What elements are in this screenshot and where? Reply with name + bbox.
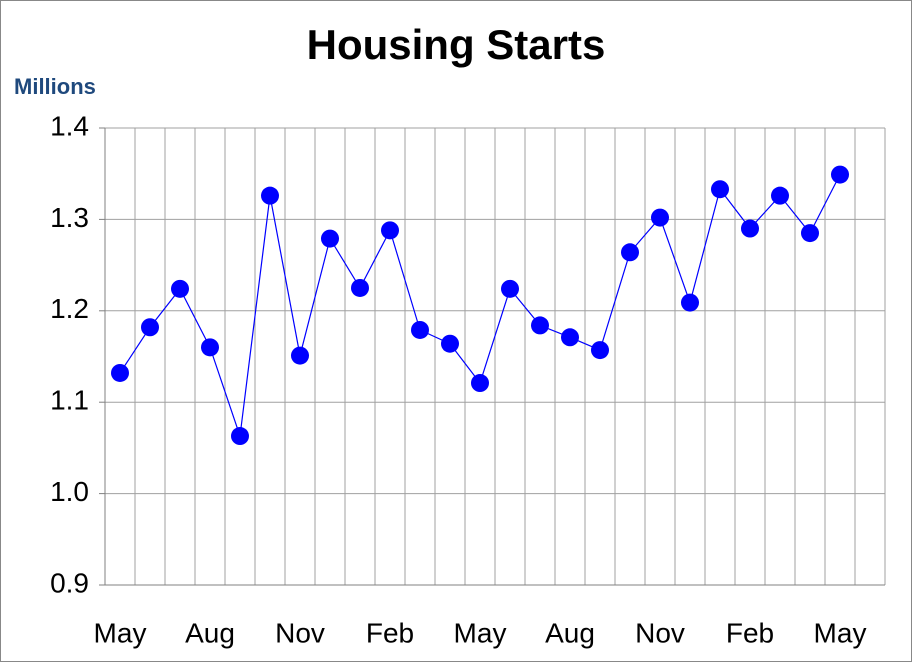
data-point: [111, 363, 129, 382]
data-point: [321, 229, 339, 248]
data-point: [471, 374, 489, 393]
data-point: [801, 224, 819, 243]
chart-title: Housing Starts: [307, 21, 606, 68]
data-point: [171, 279, 189, 298]
data-point: [621, 243, 639, 262]
data-point: [591, 341, 609, 360]
x-tick-label: May: [814, 617, 867, 648]
data-point: [141, 318, 159, 337]
data-point: [501, 279, 519, 298]
data-point: [561, 328, 579, 347]
y-axis-label: Millions: [14, 74, 96, 99]
data-point: [771, 186, 789, 205]
data-point: [291, 346, 309, 365]
y-tick-label: 1.0: [50, 476, 89, 507]
y-tick-label: 1.1: [50, 385, 89, 416]
data-point: [441, 334, 459, 353]
y-tick-label: 1.3: [50, 202, 89, 233]
data-point: [201, 338, 219, 357]
y-tick-label: 0.9: [50, 567, 89, 598]
x-tick-label: Aug: [545, 617, 595, 648]
data-point: [711, 180, 729, 199]
y-tick-label: 1.2: [50, 293, 89, 324]
data-point: [351, 278, 369, 297]
data-point: [651, 208, 669, 227]
data-point: [531, 316, 549, 335]
x-tick-label: Nov: [635, 617, 685, 648]
data-point: [381, 221, 399, 240]
vertical-grid: [104, 128, 886, 585]
y-tick-label: 1.4: [50, 110, 89, 141]
x-tick-label: Feb: [366, 617, 414, 648]
data-point: [831, 165, 849, 184]
data-point: [741, 219, 759, 238]
x-tick-label: Nov: [275, 617, 325, 648]
x-tick-label: Aug: [185, 617, 235, 648]
x-tick-label: May: [94, 617, 147, 648]
data-point: [411, 320, 429, 339]
data-point: [231, 427, 249, 446]
x-tick-label: May: [454, 617, 507, 648]
data-point: [261, 186, 279, 205]
x-tick-label: Feb: [726, 617, 774, 648]
data-point: [681, 293, 699, 312]
